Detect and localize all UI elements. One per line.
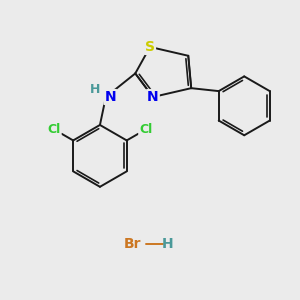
Text: Cl: Cl xyxy=(139,123,152,136)
Text: Cl: Cl xyxy=(47,123,61,136)
Text: S: S xyxy=(145,40,155,54)
Text: H: H xyxy=(90,83,101,96)
Text: N: N xyxy=(147,90,159,104)
Text: N: N xyxy=(104,90,116,104)
Text: Br: Br xyxy=(124,237,141,251)
Text: H: H xyxy=(162,237,173,251)
